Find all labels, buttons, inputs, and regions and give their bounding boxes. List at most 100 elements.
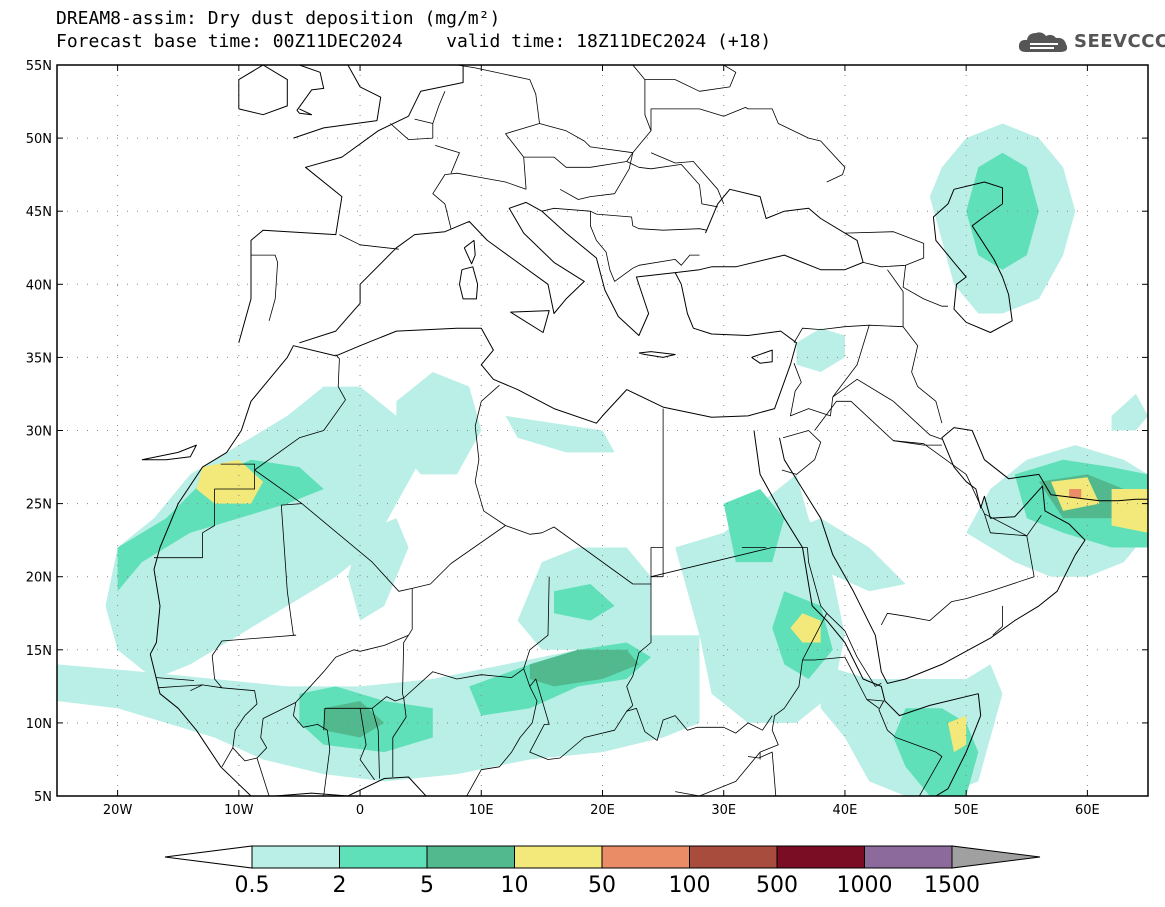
- country-border: [626, 161, 718, 208]
- country-border: [324, 634, 409, 709]
- dust-region-level-0: [796, 328, 845, 372]
- country-border: [590, 211, 700, 282]
- country-border: [902, 326, 943, 424]
- country-border: [626, 584, 652, 706]
- dust-region-level-2: [323, 701, 385, 738]
- country-border: [432, 172, 527, 229]
- country-border: [456, 65, 540, 190]
- country-border: [626, 705, 634, 712]
- lat-tick-label: 20N: [26, 571, 52, 586]
- colorbar-legend: 0.5 2 5 10 50 100 500 1000 1500: [164, 845, 1041, 898]
- lat-tick-label: 5N: [34, 790, 52, 805]
- country-border: [412, 525, 506, 589]
- country-border: [523, 576, 550, 669]
- country-border: [256, 702, 296, 796]
- cloud-icon: [1018, 32, 1068, 52]
- country-border: [650, 547, 808, 578]
- colorbar-label: 500: [756, 873, 798, 898]
- country-border: [435, 145, 460, 174]
- colorbar-segment: [339, 845, 428, 869]
- country-border: [221, 747, 258, 767]
- country-border: [992, 605, 1003, 636]
- country-border: [675, 751, 761, 796]
- country-border: [644, 65, 737, 92]
- coastline: [751, 349, 773, 364]
- country-border: [474, 408, 664, 585]
- country-border: [650, 152, 725, 205]
- colorbar-label: 0.5: [235, 873, 270, 898]
- lon-tick-label: 40E: [833, 803, 858, 818]
- colorbar-segment: [689, 845, 778, 869]
- dust-region-level-4: [1069, 489, 1082, 498]
- axis-ticks: 20W 10W 0 10E 20E 30E 40E 50E 60E 55N 50N 45N 40N 35N…: [26, 59, 1148, 818]
- country-border: [523, 152, 634, 168]
- coastline: [238, 65, 288, 116]
- lat-tick-label: 10N: [26, 717, 52, 732]
- country-border: [541, 207, 707, 231]
- coastline: [275, 776, 427, 796]
- coastline: [675, 188, 864, 274]
- coastline: [638, 351, 676, 358]
- colorbar-label: 5: [420, 873, 434, 898]
- lat-tick-label: 40N: [26, 278, 52, 293]
- country-border: [793, 269, 904, 344]
- colorbar-segment: [514, 845, 603, 869]
- country-border: [790, 325, 870, 417]
- country-border: [826, 613, 882, 687]
- lat-tick-label: 50N: [26, 132, 52, 147]
- country-border: [880, 440, 1035, 626]
- country-border: [650, 107, 846, 183]
- coastlines-and-borders: [141, 65, 1148, 796]
- country-border: [292, 503, 413, 796]
- dust-region-level-0: [505, 415, 615, 453]
- lat-tick-label: 30N: [26, 425, 52, 440]
- country-border: [832, 378, 943, 440]
- country-border: [371, 708, 380, 779]
- dust-region-level-0: [347, 518, 409, 621]
- dust-region-level-0: [1111, 393, 1148, 431]
- dust-contours: [57, 123, 1148, 796]
- colorbar-under-arrow: [164, 845, 253, 869]
- country-border: [529, 678, 773, 760]
- lon-tick-label: 10E: [469, 803, 494, 818]
- lon-tick-label: 20E: [590, 803, 615, 818]
- colorbar-label: 50: [588, 873, 616, 898]
- country-border: [156, 677, 195, 681]
- coastline: [296, 65, 325, 116]
- country-border: [339, 234, 399, 250]
- country-border: [781, 430, 822, 475]
- country-border: [190, 469, 303, 692]
- dust-region-level-0: [396, 372, 482, 475]
- country-border: [747, 751, 777, 796]
- country-border: [157, 684, 203, 689]
- country-border: [984, 513, 1042, 537]
- country-border: [392, 697, 407, 777]
- dust-region-level-1: [554, 584, 615, 621]
- coastline: [149, 357, 288, 796]
- colorbar-segment: [251, 845, 340, 869]
- country-border: [432, 91, 446, 124]
- country-border: [390, 118, 434, 141]
- country-border: [814, 400, 942, 446]
- country-border: [844, 231, 925, 268]
- colorbar-label: 1000: [837, 873, 893, 898]
- country-border: [474, 384, 500, 427]
- country-border: [539, 65, 652, 154]
- country-border: [759, 547, 828, 760]
- colorbar-over-arrow: [951, 845, 1041, 869]
- lat-tick-label: 55N: [26, 59, 52, 74]
- lon-tick-label: 60E: [1075, 803, 1100, 818]
- dust-region-level-2: [529, 649, 639, 687]
- coastline: [932, 181, 1013, 333]
- map-subtitle-times: Forecast base time: 00Z11DEC2024 valid t…: [56, 31, 772, 52]
- lon-tick-label: 20W: [103, 803, 133, 818]
- coastline: [286, 201, 797, 424]
- lon-tick-label: 10W: [224, 803, 254, 818]
- country-border: [251, 254, 279, 321]
- colorbar-segment: [776, 845, 865, 869]
- map-title: DREAM8-assim: Dry dust deposition (mg/m²…: [56, 8, 501, 29]
- country-border: [866, 699, 943, 796]
- dust-region-level-3: [196, 459, 264, 504]
- coastline: [779, 427, 1148, 684]
